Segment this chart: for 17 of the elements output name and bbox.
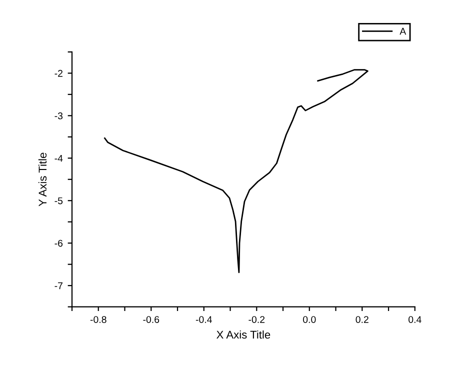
line-series xyxy=(104,69,368,274)
x-tick-label: 0.4 xyxy=(408,316,422,323)
legend-label: A xyxy=(400,28,406,35)
x-tick-label: -0.8 xyxy=(90,316,106,323)
x-tick-label: -0.2 xyxy=(248,316,265,323)
x-tick-label: -0.4 xyxy=(196,316,212,323)
y-tick-label: -3 xyxy=(54,112,63,120)
y-tick-label: -6 xyxy=(54,240,63,247)
x-axis-title: X Axis Title xyxy=(216,330,270,339)
x-tick-label: 0.2 xyxy=(356,316,368,323)
y-tick-label: -4 xyxy=(54,154,63,162)
y-tick-label: -7 xyxy=(54,282,62,290)
x-tick-label: 0.0 xyxy=(303,316,316,323)
y-tick-label: -2 xyxy=(54,70,62,77)
y-tick-label: -5 xyxy=(54,197,63,204)
y-axis-title: Y Axis Title xyxy=(38,152,47,206)
x-tick-label: -0.6 xyxy=(143,316,160,323)
